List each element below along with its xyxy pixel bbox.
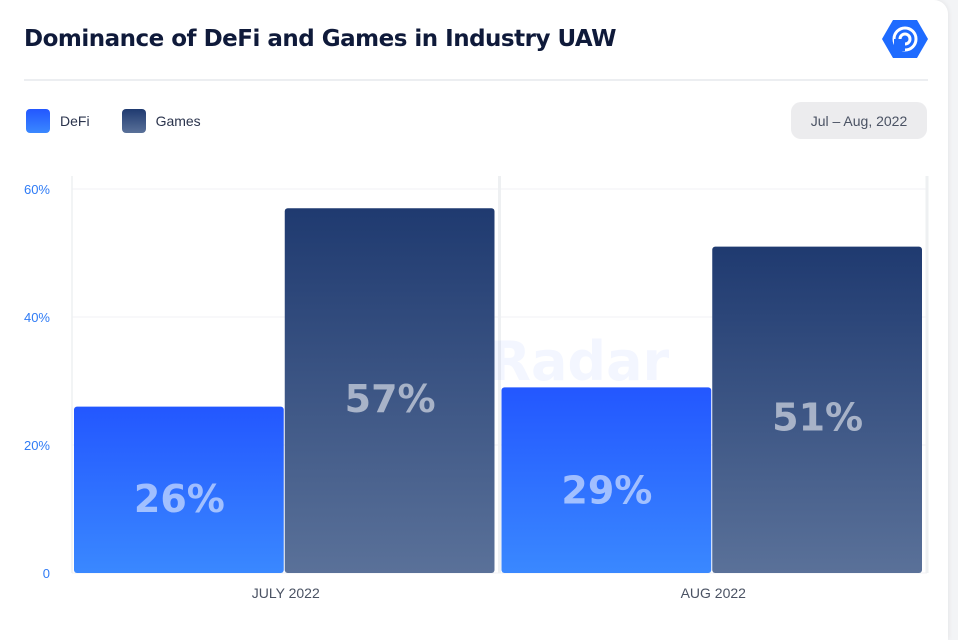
bar-defi[interactable] (501, 387, 712, 573)
bar-games[interactable] (712, 246, 922, 573)
header-divider (24, 79, 928, 81)
chart-title: Dominance of DeFi and Games in Industry … (24, 26, 617, 52)
data-label: 29% (561, 468, 652, 512)
x-tick-label: JULY 2022 (252, 585, 320, 601)
y-tick-label: 60% (24, 182, 50, 197)
legend-label: Games (155, 113, 201, 129)
legend-item-defi[interactable]: DeFi (26, 109, 90, 133)
x-tick-label: AUG 2022 (681, 585, 747, 601)
y-tick-label: 40% (24, 310, 50, 325)
legend-label: DeFi (60, 113, 90, 129)
bar-defi[interactable] (74, 406, 284, 573)
y-tick-label: 20% (24, 438, 50, 453)
legend: DeFi Games (26, 109, 233, 133)
data-label: 57% (345, 377, 436, 421)
date-range-button[interactable]: Jul – Aug, 2022 (791, 102, 927, 139)
data-label: 51% (772, 395, 863, 439)
dappradar-logo-icon (882, 20, 928, 58)
legend-swatch-defi (26, 109, 50, 133)
legend-item-games[interactable]: Games (121, 109, 201, 133)
legend-swatch-games (121, 109, 146, 133)
bar-games[interactable] (284, 208, 495, 573)
data-label: 26% (134, 477, 225, 521)
y-tick-label: 0 (43, 566, 50, 581)
